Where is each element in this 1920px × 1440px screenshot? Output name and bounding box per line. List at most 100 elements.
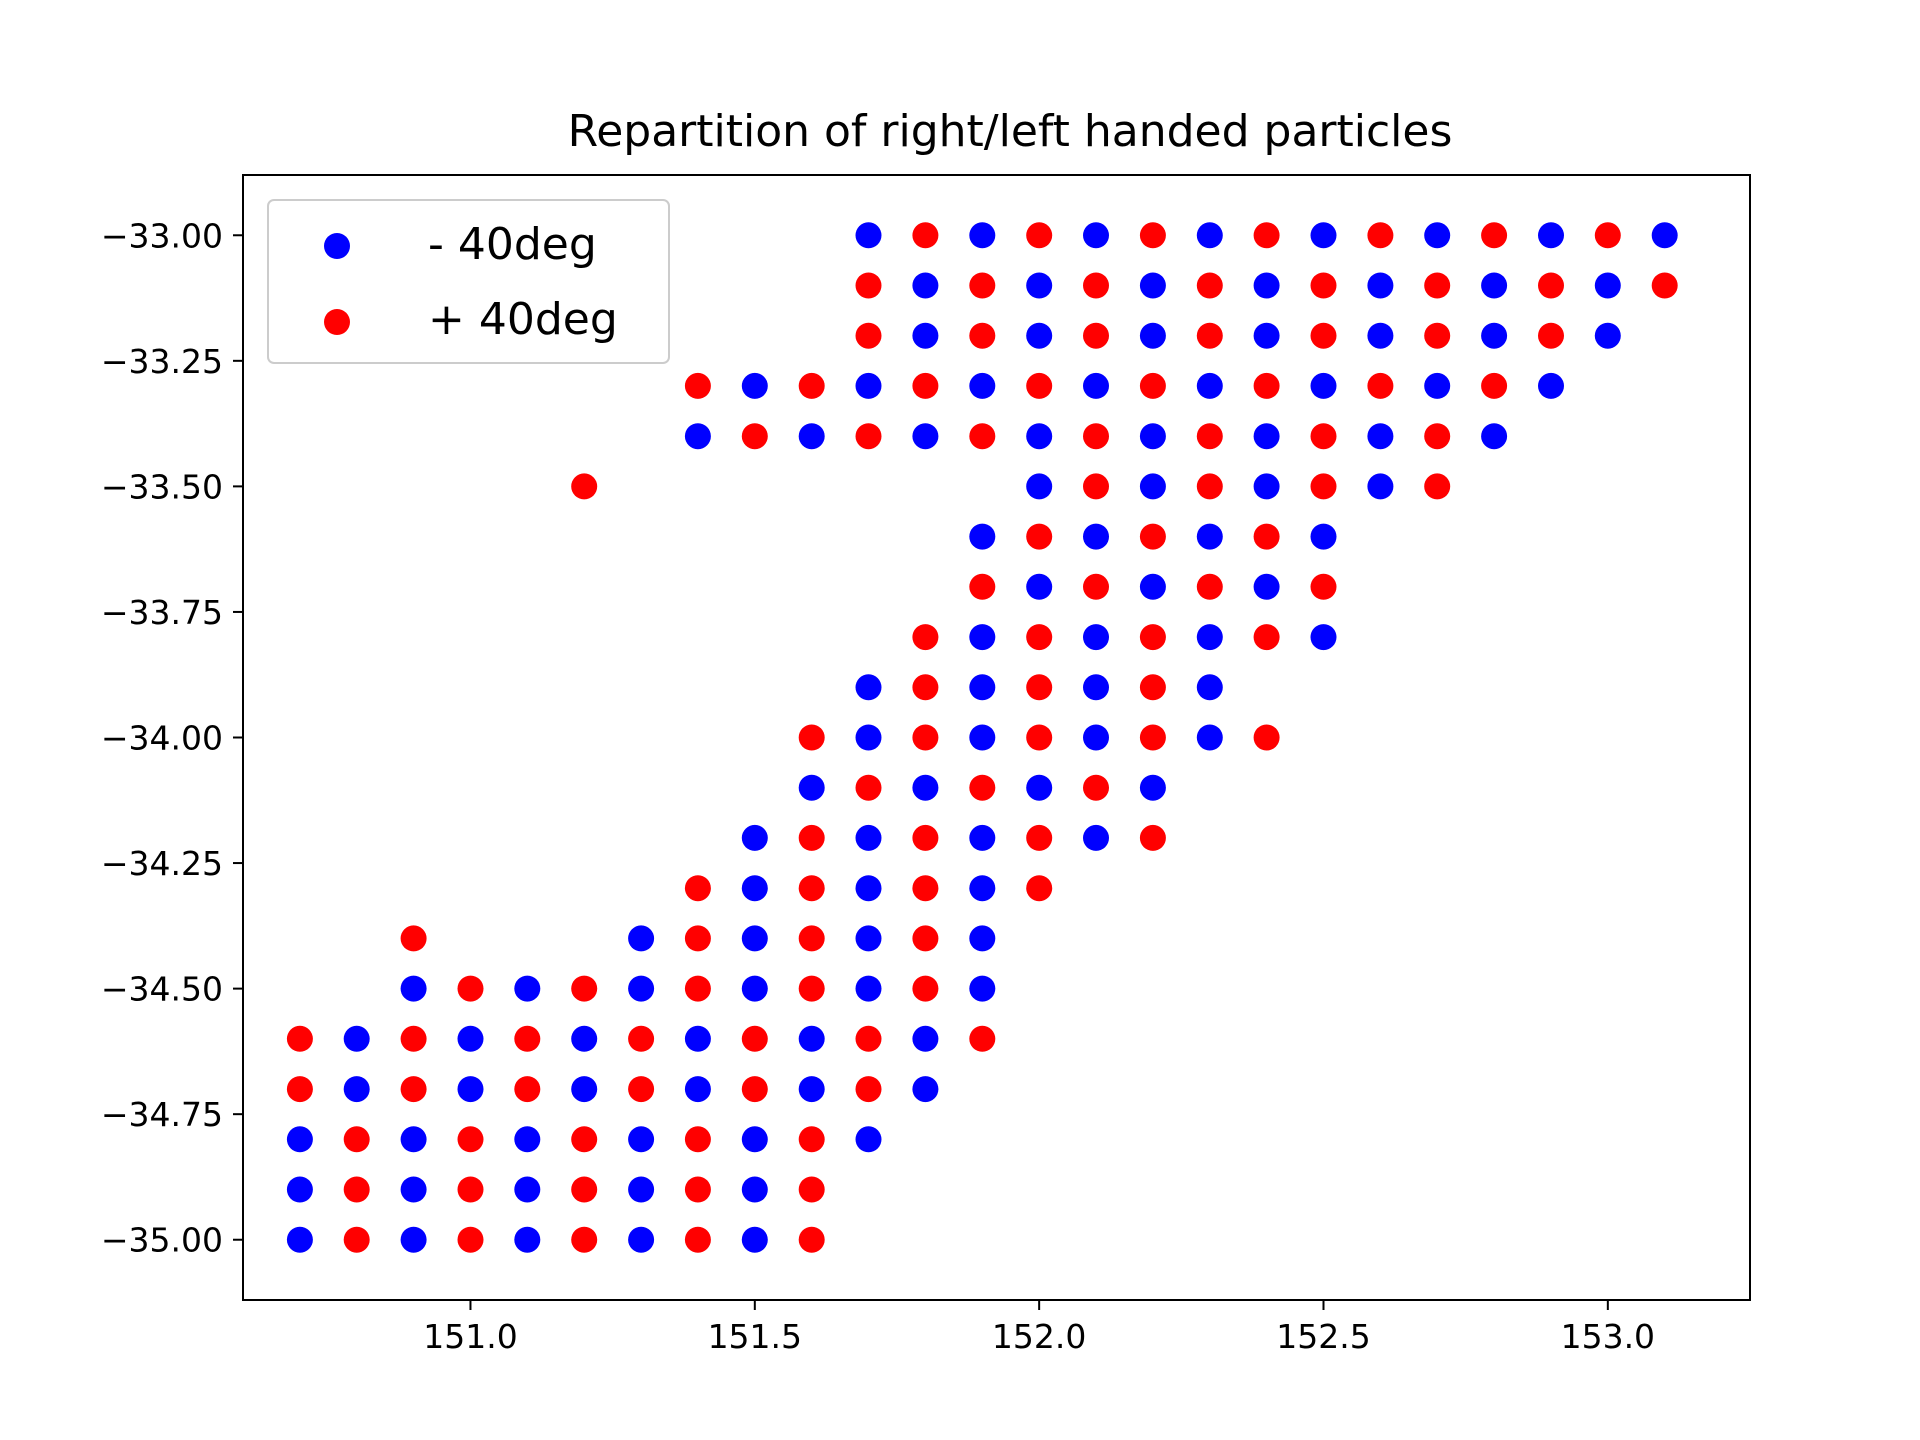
data-point: [1538, 372, 1564, 399]
data-point: [1196, 573, 1223, 600]
y-tick-label: −34.75: [101, 1095, 223, 1134]
data-point: [969, 624, 996, 651]
data-point: [1424, 322, 1451, 349]
data-point: [1026, 875, 1053, 902]
data-point: [400, 1025, 427, 1052]
data-point: [1253, 724, 1280, 751]
data-point: [912, 222, 939, 249]
y-tick-label: −35.00: [101, 1221, 223, 1260]
data-point: [1139, 322, 1166, 349]
data-point: [798, 774, 825, 801]
data-point: [514, 1076, 541, 1103]
legend: - 40deg + 40deg: [267, 199, 670, 364]
data-point: [1481, 423, 1508, 450]
x-axis: 151.0 151.5 152.0 152.5 153.0: [423, 1300, 1655, 1356]
data-point: [912, 423, 939, 450]
data-point: [1253, 272, 1280, 299]
data-point: [1253, 624, 1280, 651]
legend-marker-plus-40deg: [324, 309, 350, 335]
data-point: [1139, 674, 1166, 701]
data-point: [1196, 674, 1223, 701]
y-tick-label: −33.25: [101, 342, 223, 381]
data-point: [1310, 322, 1337, 349]
data-point: [1083, 724, 1109, 751]
data-point: [798, 724, 825, 751]
data-point: [400, 1226, 427, 1253]
data-point: [684, 1126, 711, 1153]
y-tick-label: −33.00: [101, 216, 223, 255]
data-point: [855, 875, 882, 902]
data-point: [1083, 774, 1109, 801]
data-point: [1196, 372, 1223, 399]
data-point: [1083, 322, 1109, 349]
data-point: [1253, 222, 1280, 249]
data-point: [1367, 272, 1394, 299]
data-point: [1253, 372, 1280, 399]
y-tick-label: −34.25: [101, 844, 223, 883]
data-point: [1651, 222, 1678, 249]
y-tick-label: −33.50: [101, 467, 223, 506]
data-point: [457, 1025, 484, 1052]
legend-box: [267, 199, 670, 364]
data-point: [1253, 523, 1280, 550]
data-point: [1083, 523, 1109, 550]
data-point: [1481, 322, 1508, 349]
data-point: [1196, 624, 1223, 651]
data-point: [571, 975, 598, 1002]
data-point: [969, 423, 996, 450]
data-point: [571, 1226, 598, 1253]
data-point: [798, 1226, 825, 1253]
data-point: [684, 1076, 711, 1103]
data-point: [684, 423, 711, 450]
data-point: [1481, 272, 1508, 299]
data-point: [855, 272, 882, 299]
data-point: [741, 372, 768, 399]
data-point: [1026, 372, 1053, 399]
data-point: [286, 1025, 313, 1052]
data-point: [912, 975, 939, 1002]
data-point: [1083, 824, 1109, 851]
data-point: [1538, 272, 1564, 299]
data-point: [969, 222, 996, 249]
data-point: [1196, 423, 1223, 450]
data-point: [969, 272, 996, 299]
data-point: [628, 975, 655, 1002]
data-point: [798, 975, 825, 1002]
data-point: [1139, 423, 1166, 450]
data-point: [684, 1226, 711, 1253]
data-point: [912, 624, 939, 651]
data-point: [1196, 222, 1223, 249]
data-point: [1367, 423, 1394, 450]
y-tick-label: −33.75: [101, 593, 223, 632]
points-layer: [286, 222, 1678, 1253]
data-point: [684, 875, 711, 902]
data-point: [571, 473, 598, 500]
data-point: [1083, 473, 1109, 500]
data-point: [457, 1076, 484, 1103]
data-point: [1139, 573, 1166, 600]
data-point: [457, 1176, 484, 1203]
data-point: [1253, 573, 1280, 600]
data-point: [1538, 222, 1564, 249]
data-point: [912, 875, 939, 902]
data-point: [514, 1126, 541, 1153]
data-point: [1367, 372, 1394, 399]
data-point: [628, 925, 655, 952]
data-point: [798, 824, 825, 851]
data-point: [684, 372, 711, 399]
data-point: [798, 875, 825, 902]
data-point: [684, 1025, 711, 1052]
series-0: [286, 222, 1678, 1253]
data-point: [855, 824, 882, 851]
data-point: [855, 774, 882, 801]
data-point: [1139, 624, 1166, 651]
chart-title: Repartition of right/left handed particl…: [568, 106, 1453, 157]
data-point: [741, 824, 768, 851]
data-point: [1594, 272, 1621, 299]
data-point: [1310, 222, 1337, 249]
data-point: [514, 1025, 541, 1052]
data-point: [969, 674, 996, 701]
data-point: [1139, 824, 1166, 851]
data-point: [343, 1126, 370, 1153]
